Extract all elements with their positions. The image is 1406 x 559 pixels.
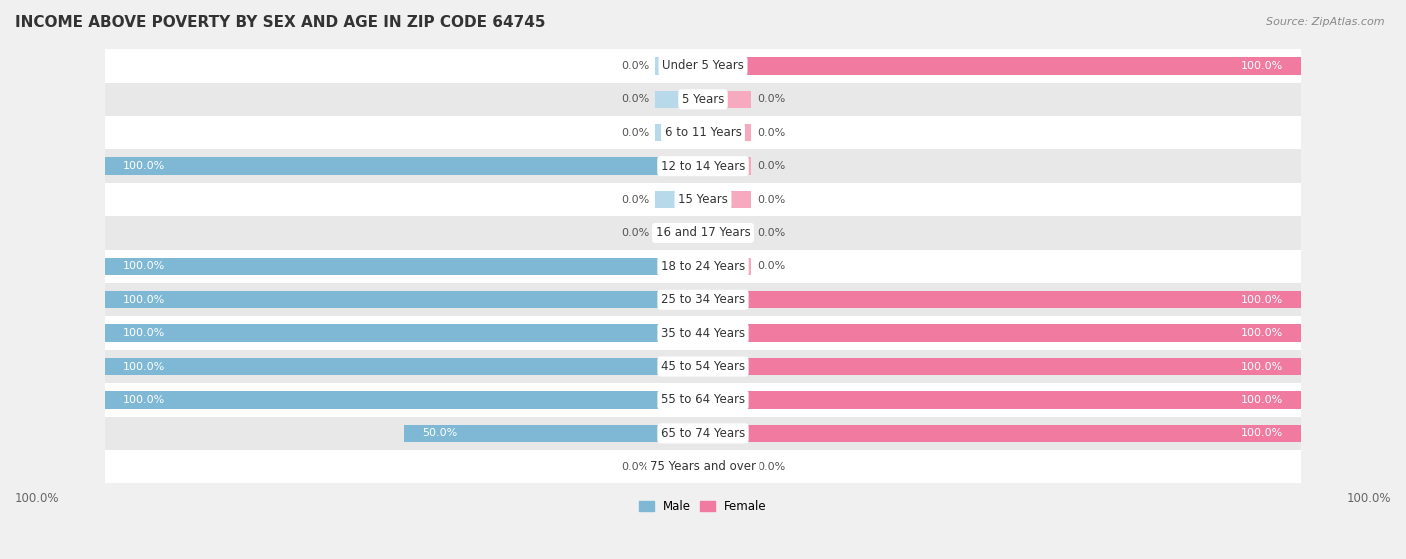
Text: 15 Years: 15 Years: [678, 193, 728, 206]
Text: 100.0%: 100.0%: [122, 395, 165, 405]
Text: 100.0%: 100.0%: [122, 262, 165, 271]
Bar: [104, 216, 1302, 250]
Bar: [655, 124, 703, 141]
Bar: [104, 324, 703, 342]
Bar: [655, 224, 703, 241]
Text: 0.0%: 0.0%: [621, 228, 650, 238]
Text: 100.0%: 100.0%: [1241, 428, 1284, 438]
Bar: [703, 258, 751, 275]
Bar: [703, 391, 1302, 409]
Bar: [104, 391, 703, 409]
Bar: [104, 183, 1302, 216]
Text: 50.0%: 50.0%: [422, 428, 457, 438]
Bar: [104, 83, 1302, 116]
Text: 100.0%: 100.0%: [122, 295, 165, 305]
Bar: [655, 91, 703, 108]
Bar: [703, 358, 1302, 375]
Text: 65 to 74 Years: 65 to 74 Years: [661, 427, 745, 440]
Text: 16 and 17 Years: 16 and 17 Years: [655, 226, 751, 239]
Bar: [404, 425, 703, 442]
Text: 100.0%: 100.0%: [1241, 395, 1284, 405]
Text: 100.0%: 100.0%: [15, 492, 59, 505]
Text: 35 to 44 Years: 35 to 44 Years: [661, 326, 745, 340]
Text: 0.0%: 0.0%: [621, 195, 650, 205]
Text: 55 to 64 Years: 55 to 64 Years: [661, 394, 745, 406]
Text: 18 to 24 Years: 18 to 24 Years: [661, 260, 745, 273]
Bar: [104, 416, 1302, 450]
Bar: [104, 450, 1302, 484]
Text: 0.0%: 0.0%: [621, 94, 650, 105]
Bar: [104, 149, 1302, 183]
Text: Under 5 Years: Under 5 Years: [662, 59, 744, 73]
Bar: [104, 116, 1302, 149]
Bar: [703, 458, 751, 476]
Text: 0.0%: 0.0%: [756, 462, 785, 472]
Bar: [703, 124, 751, 141]
Bar: [703, 324, 1302, 342]
Bar: [104, 358, 703, 375]
Bar: [104, 283, 1302, 316]
Text: 0.0%: 0.0%: [621, 462, 650, 472]
Text: 100.0%: 100.0%: [1347, 492, 1391, 505]
Bar: [703, 91, 751, 108]
Text: 100.0%: 100.0%: [122, 328, 165, 338]
Bar: [703, 57, 1302, 74]
Bar: [104, 383, 1302, 416]
Bar: [703, 291, 1302, 309]
Text: 6 to 11 Years: 6 to 11 Years: [665, 126, 741, 139]
Text: 0.0%: 0.0%: [756, 228, 785, 238]
Text: 0.0%: 0.0%: [756, 161, 785, 171]
Bar: [703, 158, 751, 175]
Bar: [104, 291, 703, 309]
Text: 100.0%: 100.0%: [1241, 362, 1284, 372]
Bar: [655, 57, 703, 74]
Bar: [703, 425, 1302, 442]
Text: 0.0%: 0.0%: [756, 195, 785, 205]
Text: 100.0%: 100.0%: [1241, 295, 1284, 305]
Bar: [104, 350, 1302, 383]
Text: 25 to 34 Years: 25 to 34 Years: [661, 293, 745, 306]
Text: 0.0%: 0.0%: [756, 94, 785, 105]
Bar: [655, 191, 703, 209]
Text: 75 Years and over: 75 Years and over: [650, 460, 756, 473]
Bar: [104, 316, 1302, 350]
Text: 12 to 14 Years: 12 to 14 Years: [661, 160, 745, 173]
Bar: [104, 158, 703, 175]
Text: Source: ZipAtlas.com: Source: ZipAtlas.com: [1267, 17, 1385, 27]
Bar: [104, 250, 1302, 283]
Bar: [104, 49, 1302, 83]
Text: INCOME ABOVE POVERTY BY SEX AND AGE IN ZIP CODE 64745: INCOME ABOVE POVERTY BY SEX AND AGE IN Z…: [15, 15, 546, 30]
Text: 100.0%: 100.0%: [122, 362, 165, 372]
Text: 0.0%: 0.0%: [621, 61, 650, 71]
Legend: Male, Female: Male, Female: [634, 495, 772, 518]
Text: 0.0%: 0.0%: [756, 262, 785, 271]
Text: 5 Years: 5 Years: [682, 93, 724, 106]
Bar: [703, 191, 751, 209]
Text: 0.0%: 0.0%: [621, 128, 650, 138]
Bar: [655, 458, 703, 476]
Text: 100.0%: 100.0%: [1241, 61, 1284, 71]
Text: 100.0%: 100.0%: [122, 161, 165, 171]
Bar: [104, 258, 703, 275]
Text: 45 to 54 Years: 45 to 54 Years: [661, 360, 745, 373]
Text: 0.0%: 0.0%: [756, 128, 785, 138]
Bar: [703, 224, 751, 241]
Text: 100.0%: 100.0%: [1241, 328, 1284, 338]
